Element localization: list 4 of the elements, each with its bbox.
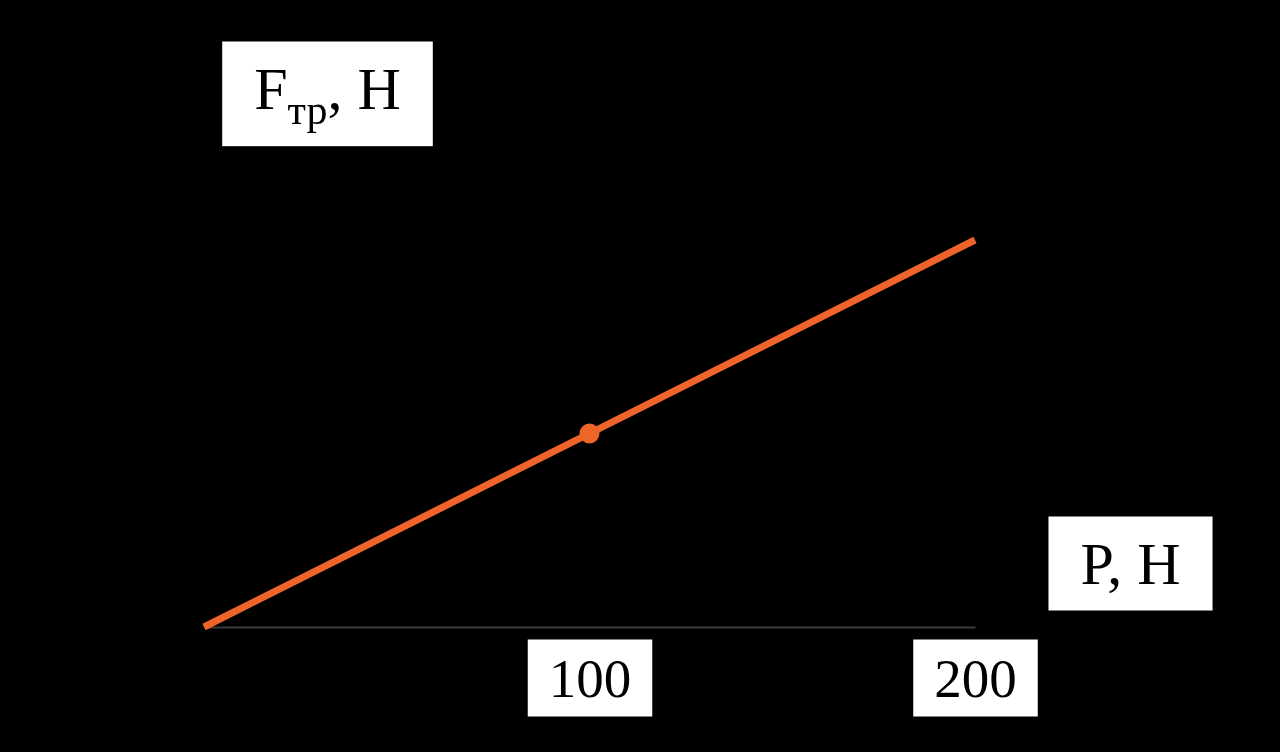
y-axis-title: F$_{тр}$, Н — [254, 55, 401, 133]
x-axis-title: P, Н — [1080, 530, 1181, 597]
x-tick-label: 200 — [934, 647, 1017, 709]
x-tick-label: 100 — [548, 647, 632, 709]
